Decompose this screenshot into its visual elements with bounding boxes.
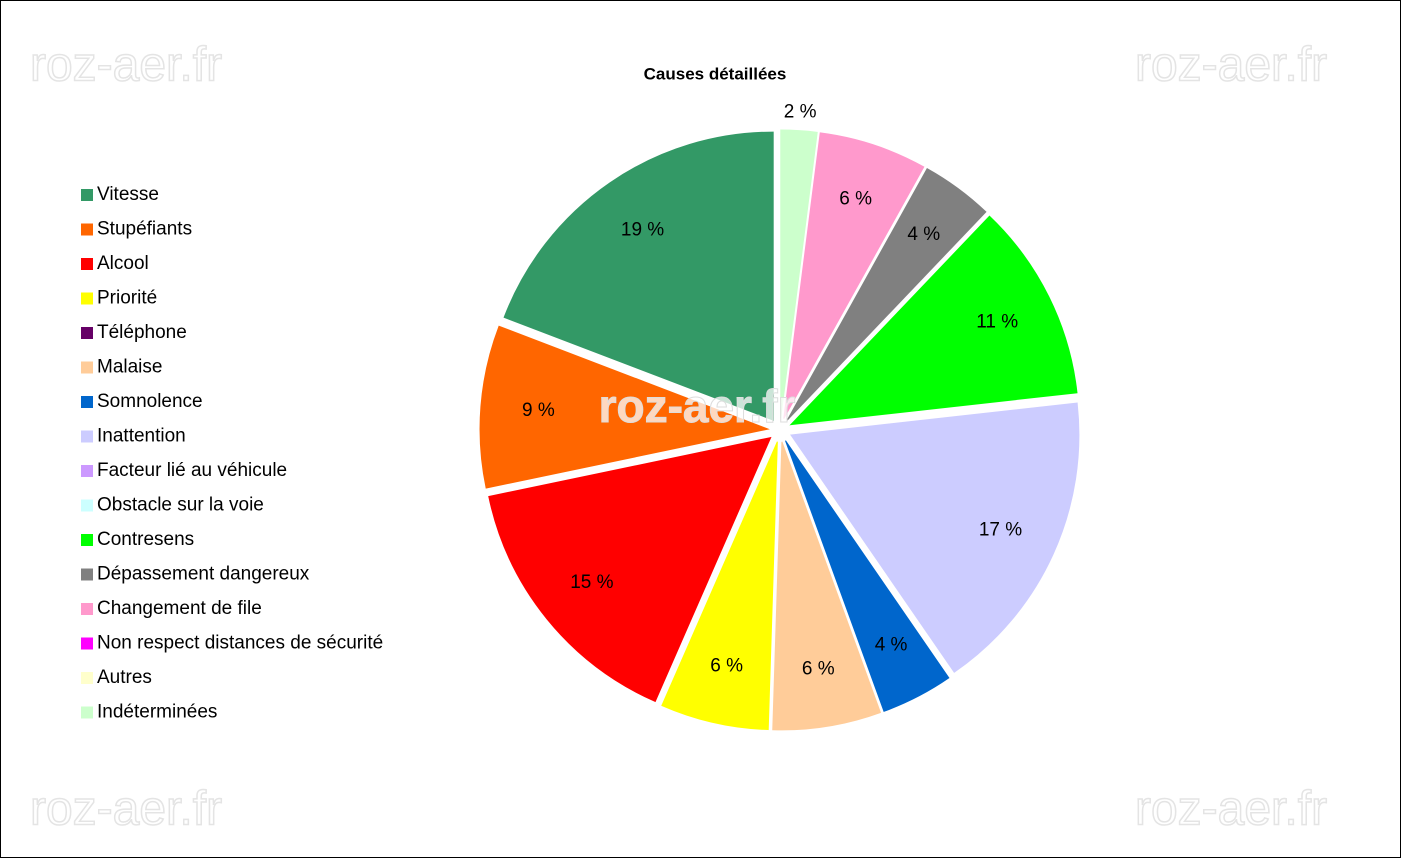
data-label: 2 %: [784, 102, 817, 123]
legend-swatch: [81, 430, 93, 443]
legend-swatch: [81, 603, 93, 615]
legend-label: Changement de file: [97, 598, 262, 619]
legend-label: Téléphone: [97, 322, 187, 343]
legend-swatch: [81, 361, 93, 374]
legend-swatch: [81, 223, 93, 236]
pie-slice: [789, 215, 1078, 426]
pie-slice: [786, 167, 987, 421]
legend-swatch: [81, 258, 93, 270]
pie-slice: [790, 402, 1080, 673]
pie-slice: [479, 325, 770, 489]
legend-label: Inattention: [97, 426, 186, 447]
legend-label: Vitesse: [97, 184, 159, 205]
legend-swatch: [81, 396, 93, 408]
legend-swatch: [81, 672, 93, 684]
data-label: 11 %: [976, 311, 1018, 332]
legend-label: Indéterminées: [97, 702, 217, 723]
legend-swatch: [81, 568, 93, 581]
data-label: 19 %: [621, 219, 664, 240]
legend-swatch: [81, 499, 93, 512]
watermark: roz-aer.fr: [1135, 39, 1327, 92]
legend-swatch: [81, 292, 93, 305]
legend-swatch: [81, 706, 93, 719]
legend-label: Stupéfiants: [97, 219, 192, 240]
legend-label: Obstacle sur la voie: [97, 495, 264, 516]
legend-label: Contresens: [97, 529, 194, 550]
legend-label: Somnolence: [97, 391, 203, 412]
data-label: 15 %: [570, 572, 613, 593]
watermark: roz-aer.fr: [30, 783, 222, 836]
legend-label: Non respect distances de sécurité: [97, 633, 383, 654]
data-label: 6 %: [839, 189, 872, 210]
legend-swatch: [81, 465, 93, 477]
data-label: 6 %: [802, 658, 835, 679]
legend-label: Dépassement dangereux: [97, 564, 310, 585]
chart-title: Causes détaillées: [644, 64, 787, 83]
data-label: 17 %: [979, 520, 1022, 541]
legend-swatch: [81, 189, 93, 201]
data-label: 9 %: [522, 400, 555, 421]
data-label: 4 %: [875, 634, 908, 655]
watermark: roz-aer.fr: [1135, 783, 1327, 836]
pie-slice: [503, 131, 774, 421]
pie-slice: [780, 129, 818, 419]
data-label: 4 %: [907, 224, 940, 245]
legend-label: Autres: [97, 667, 152, 688]
pie-slice: [661, 441, 778, 731]
legend-label: Priorité: [97, 288, 157, 309]
legend-label: Alcool: [97, 253, 149, 274]
legend-swatch: [81, 637, 93, 650]
pie-slice: [488, 436, 772, 703]
legend-swatch: [81, 534, 93, 546]
pie-slice: [785, 440, 950, 712]
legend-swatch: [81, 327, 93, 339]
data-label: 6 %: [710, 655, 743, 676]
legend-label: Malaise: [97, 357, 162, 378]
pie-slice: [772, 441, 882, 731]
pie-slice: [783, 132, 925, 419]
watermark: roz-aer.fr: [30, 39, 222, 92]
watermark: roz-aer.fr: [599, 380, 796, 432]
legend-label: Facteur lié au véhicule: [97, 460, 287, 481]
